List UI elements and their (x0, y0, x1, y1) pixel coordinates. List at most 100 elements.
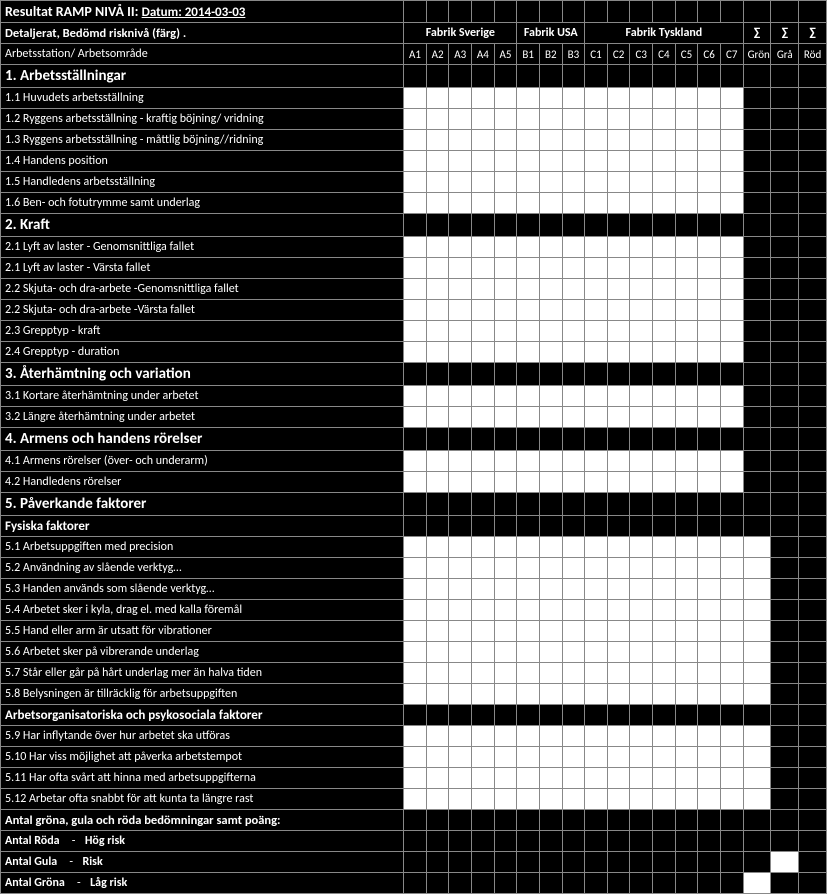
data-row: 2.3 Grepptyp - kraft (1, 321, 827, 342)
page-title: Resultat RAMP NIVÅ II: (5, 3, 138, 20)
data-row: 5.4 Arbetet sker i kyla, drag el. med ka… (1, 600, 827, 621)
row-label: 2.1 Lyft av laster - Värsta fallet (1, 258, 404, 279)
subsection-header-row: Fysiska faktorer (1, 516, 827, 537)
row-label: 5.6 Arbetet sker på vibrerande underlag (1, 642, 404, 663)
group-header-row: Detaljerat, Bedömd risknivå (färg) .Fabr… (1, 23, 827, 44)
section-header-row: 5. Påverkande faktorer (1, 493, 827, 516)
data-row: 2.4 Grepptyp - duration (1, 342, 827, 363)
sum-header: ∑ (771, 23, 799, 44)
sum-subheader: Röd (799, 44, 827, 65)
sum-subheader: Grå (771, 44, 799, 65)
row-label: 1.5 Handledens arbetsställning (1, 172, 404, 193)
risk-label: Antal Röda - Hög risk (1, 831, 404, 852)
factory-group-header: Fabrik Tyskland (585, 23, 743, 44)
data-row: 5.11 Har ofta svårt att hinna med arbets… (1, 768, 827, 789)
ramp-result-table: Resultat RAMP NIVÅ II: Datum: 2014-03-03… (0, 0, 827, 894)
column-header: A3 (449, 44, 472, 65)
data-row: 1.4 Handens position (1, 151, 827, 172)
row-label: 3.1 Kortare återhämtning under arbetet (1, 386, 404, 407)
data-row: 1.1 Huvudets arbetsställning (1, 88, 827, 109)
sum-subheader: Grön (743, 44, 771, 65)
data-row: 5.6 Arbetet sker på vibrerande underlag (1, 642, 827, 663)
section-header-row: 4. Armens och handens rörelser (1, 428, 827, 451)
section-header: 5. Påverkande faktorer (1, 493, 404, 516)
data-row: 1.5 Handledens arbetsställning (1, 172, 827, 193)
row-label: 5.7 Står eller går på hårt underlag mer … (1, 663, 404, 684)
data-row: 5.9 Har inflytande över hur arbetet ska … (1, 726, 827, 747)
row-label: 5.2 Användning av slående verktyg… (1, 558, 404, 579)
data-row: 5.1 Arbetsuppgiften med precision (1, 537, 827, 558)
date-label: Datum: 2014-03-03 (142, 5, 246, 20)
column-header: C5 (675, 44, 698, 65)
data-row: 1.3 Ryggens arbetsställning - måttlig bö… (1, 130, 827, 151)
summary-label: Antal gröna, gula och röda bedömningar s… (1, 810, 404, 831)
column-header: A2 (426, 44, 449, 65)
risk-row: Antal Gula - Risk (1, 852, 827, 873)
column-header: C7 (720, 44, 743, 65)
section-header-row: 3. Återhämtning och variation (1, 363, 827, 386)
row-label: 1.2 Ryggens arbetsställning - kraftig bö… (1, 109, 404, 130)
column-header: C4 (653, 44, 676, 65)
data-row: 5.12 Arbetar ofta snabbt för att kunta t… (1, 789, 827, 810)
data-row: 1.6 Ben- och fotutrymme samt underlag (1, 193, 827, 214)
column-header: B2 (539, 44, 562, 65)
section-header-row: 1. Arbetsställningar (1, 65, 827, 88)
risk-label: Antal Gula - Risk (1, 852, 404, 873)
column-header: C1 (585, 44, 608, 65)
data-row: 5.7 Står eller går på hårt underlag mer … (1, 663, 827, 684)
column-header: C2 (607, 44, 630, 65)
section-header: 2. Kraft (1, 214, 404, 237)
data-row: 1.2 Ryggens arbetsställning - kraftig bö… (1, 109, 827, 130)
data-row: 5.3 Handen används som slående verktyg… (1, 579, 827, 600)
title-row: Resultat RAMP NIVÅ II: Datum: 2014-03-03 (1, 1, 827, 23)
row-label: 3.2 Längre återhämtning under arbetet (1, 407, 404, 428)
row-label: 5.1 Arbetsuppgiften med precision (1, 537, 404, 558)
column-header-row: Arbetsstation/ ArbetsområdeA1A2A3A4A5B1B… (1, 44, 827, 65)
column-header: B1 (517, 44, 540, 65)
column-header: A1 (404, 44, 427, 65)
row-label: 1.4 Handens position (1, 151, 404, 172)
risk-row: Antal Röda - Hög risk (1, 831, 827, 852)
section-header-row: 2. Kraft (1, 214, 827, 237)
summary-header-row: Antal gröna, gula och röda bedömningar s… (1, 810, 827, 831)
row-label: 5.8 Belysningen är tillräcklig för arbet… (1, 684, 404, 705)
row-label: 5.4 Arbetet sker i kyla, drag el. med ka… (1, 600, 404, 621)
data-row: 3.2 Längre återhämtning under arbetet (1, 407, 827, 428)
row-label: 5.11 Har ofta svårt att hinna med arbets… (1, 768, 404, 789)
data-row: 5.10 Har viss möjlighet att påverka arbe… (1, 747, 827, 768)
row-label: 2.2 Skjuta- och dra-arbete -Värsta falle… (1, 300, 404, 321)
section-header: 1. Arbetsställningar (1, 65, 404, 88)
section-header: 4. Armens och handens rörelser (1, 428, 404, 451)
data-row: 2.2 Skjuta- och dra-arbete -Genomsnittli… (1, 279, 827, 300)
row-label: 2.4 Grepptyp - duration (1, 342, 404, 363)
subsection-header: Arbetsorganisatoriska och psykosociala f… (1, 705, 404, 726)
factory-group-header: Fabrik USA (517, 23, 585, 44)
data-row: 5.8 Belysningen är tillräcklig för arbet… (1, 684, 827, 705)
column-header: C6 (698, 44, 721, 65)
section-header: 3. Återhämtning och variation (1, 363, 404, 386)
row-label: 4.2 Handledens rörelser (1, 472, 404, 493)
row-label: 5.10 Har viss möjlighet att påverka arbe… (1, 747, 404, 768)
sum-header: ∑ (799, 23, 827, 44)
workstation-label: Arbetsstation/ Arbetsområde (1, 44, 404, 65)
data-row: 4.2 Handledens rörelser (1, 472, 827, 493)
subsection-header: Fysiska faktorer (1, 516, 404, 537)
factory-group-header: Fabrik Sverige (404, 23, 517, 44)
column-header: C3 (630, 44, 653, 65)
data-row: 3.1 Kortare återhämtning under arbetet (1, 386, 827, 407)
data-row: 2.2 Skjuta- och dra-arbete -Värsta falle… (1, 300, 827, 321)
row-label: 2.2 Skjuta- och dra-arbete -Genomsnittli… (1, 279, 404, 300)
row-label: 1.3 Ryggens arbetsställning - måttlig bö… (1, 130, 404, 151)
detail-label: Detaljerat, Bedömd risknivå (färg) . (1, 23, 404, 44)
subsection-header-row: Arbetsorganisatoriska och psykosociala f… (1, 705, 827, 726)
column-header: B3 (562, 44, 585, 65)
row-label: 5.3 Handen används som slående verktyg… (1, 579, 404, 600)
data-row: 5.5 Hand eller arm är utsatt för vibrati… (1, 621, 827, 642)
data-row: 5.2 Användning av slående verktyg… (1, 558, 827, 579)
row-label: 5.12 Arbetar ofta snabbt för att kunta t… (1, 789, 404, 810)
data-row: 2.1 Lyft av laster - Värsta fallet (1, 258, 827, 279)
row-label: 2.1 Lyft av laster - Genomsnittliga fall… (1, 237, 404, 258)
data-row: 2.1 Lyft av laster - Genomsnittliga fall… (1, 237, 827, 258)
row-label: 1.6 Ben- och fotutrymme samt underlag (1, 193, 404, 214)
row-label: 1.1 Huvudets arbetsställning (1, 88, 404, 109)
